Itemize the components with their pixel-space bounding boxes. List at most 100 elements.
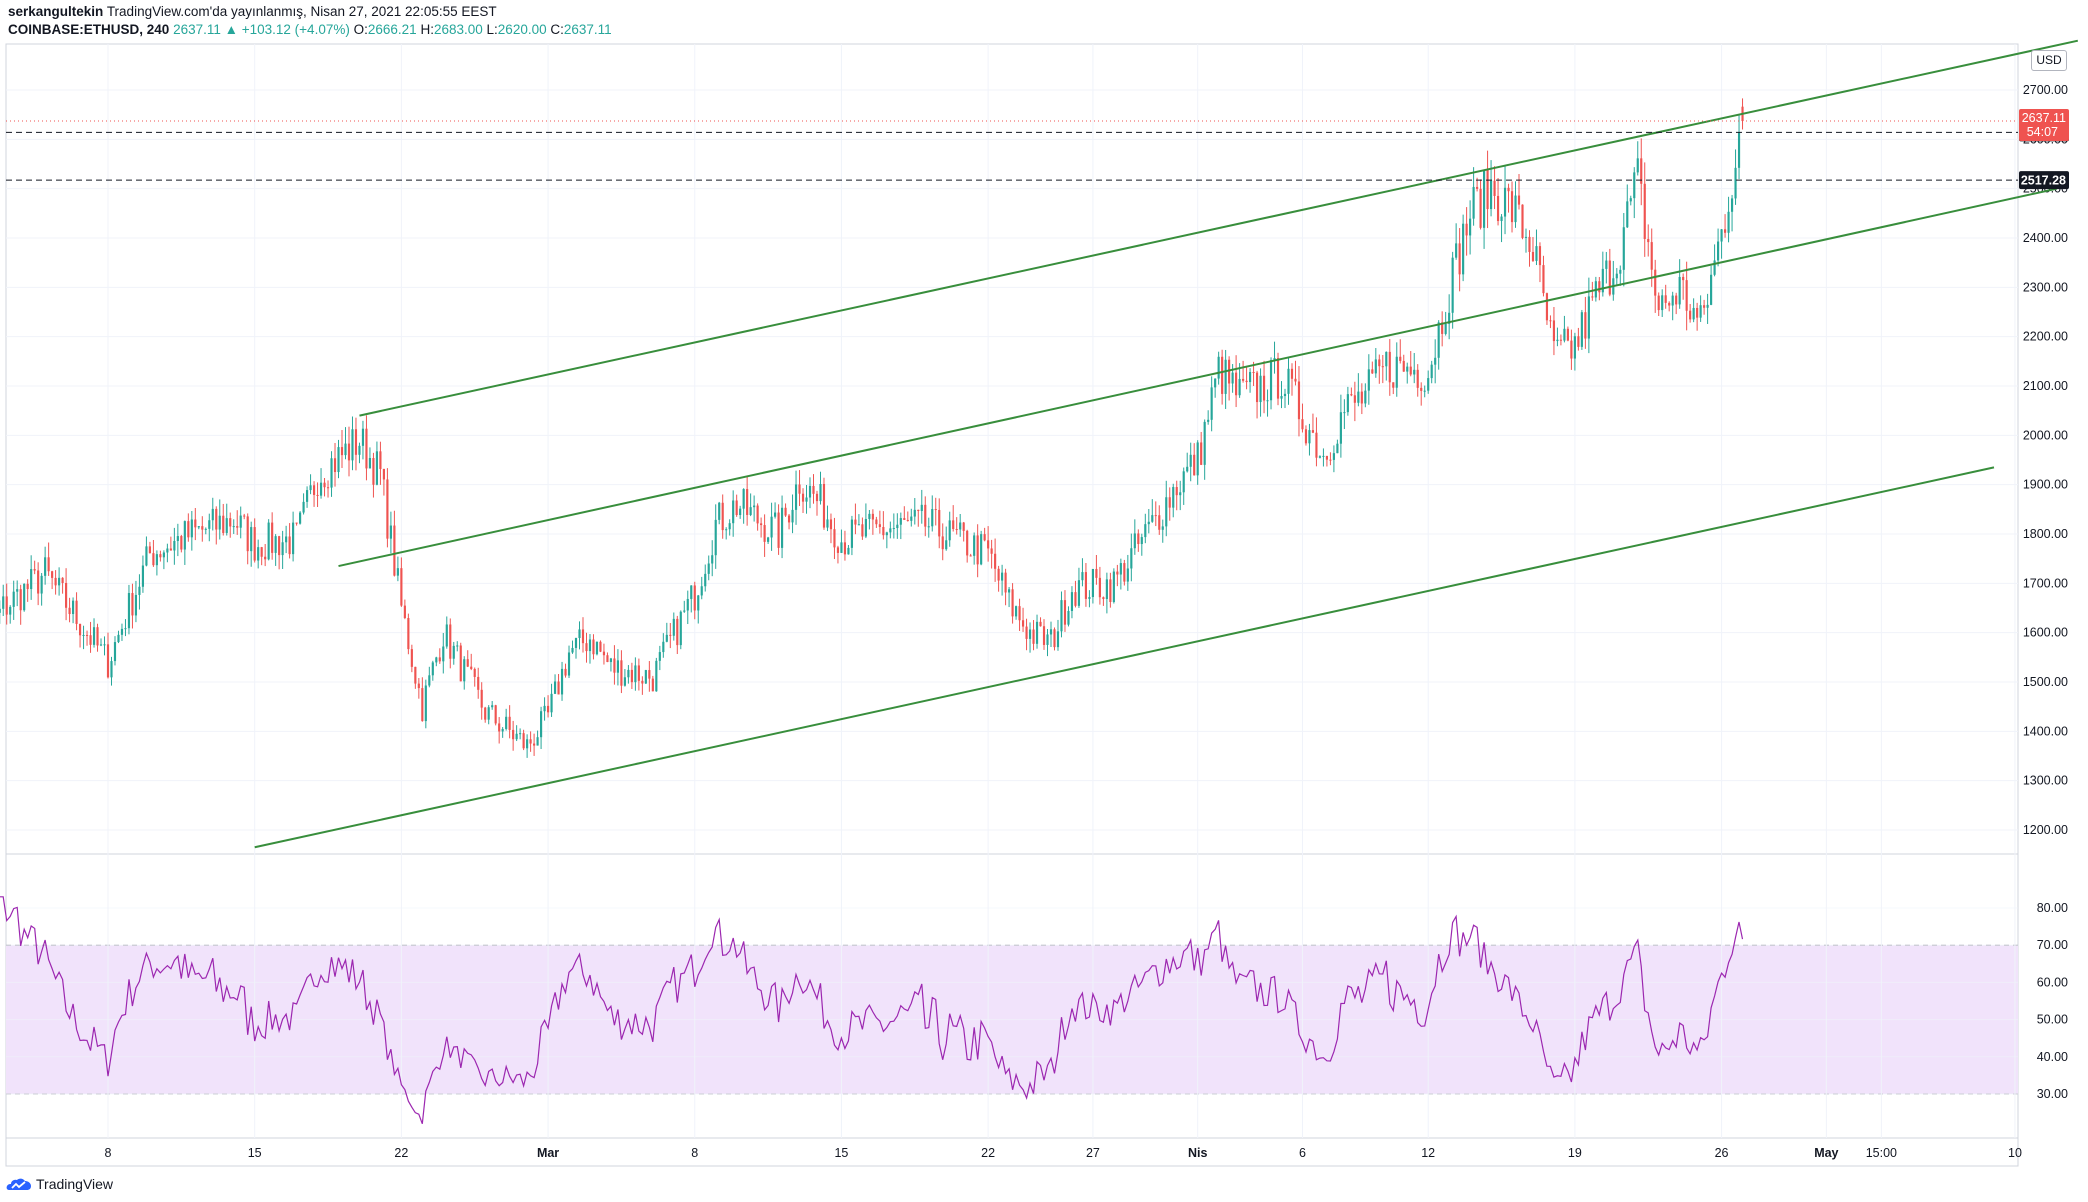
- candle-body: [274, 536, 277, 553]
- candle-body: [382, 468, 385, 480]
- candle-body: [707, 563, 710, 574]
- header-ohlc-line: COINBASE:ETHUSD, 240 2637.11 ▲ +103.12 (…: [8, 22, 612, 37]
- candle-body: [948, 520, 951, 541]
- candle-body: [1301, 419, 1304, 430]
- candle-body: [155, 554, 158, 566]
- footer-brand[interactable]: TradingView: [6, 1176, 113, 1192]
- candle-body: [1360, 391, 1363, 404]
- candle-body: [983, 534, 986, 541]
- candle-body: [1035, 621, 1039, 644]
- candle-body: [347, 443, 351, 461]
- candle-body: [1011, 589, 1014, 617]
- candle-body: [1367, 369, 1370, 391]
- candle-body: [1671, 295, 1674, 306]
- candle-body: [1126, 568, 1129, 582]
- candle-body: [1137, 533, 1140, 545]
- candle-body: [787, 515, 791, 523]
- candle-body: [676, 618, 679, 646]
- candle-body: [292, 522, 295, 555]
- candle-body: [1130, 548, 1133, 569]
- time-tick-label: 19: [1568, 1146, 1582, 1160]
- candle-body: [1290, 368, 1294, 379]
- candle-body: [323, 482, 326, 488]
- candle-body: [113, 642, 117, 662]
- candle-body: [1727, 211, 1730, 233]
- candle-body: [791, 509, 794, 523]
- candle-body: [1228, 359, 1231, 384]
- candle-body: [1717, 241, 1720, 261]
- candle-body: [927, 526, 930, 528]
- candle-body: [1664, 295, 1667, 303]
- candle-body: [85, 634, 89, 636]
- candle-body: [1399, 356, 1402, 361]
- candle-body: [194, 519, 197, 528]
- candle-body: [1196, 442, 1199, 476]
- candle-body: [522, 733, 525, 749]
- candle-body: [1248, 372, 1252, 383]
- candle-body: [592, 639, 595, 655]
- candle-body: [854, 519, 857, 525]
- candle-body: [173, 540, 176, 551]
- candle-body: [1493, 180, 1496, 196]
- tradingview-logo-icon: [6, 1178, 32, 1190]
- candle-body: [889, 528, 892, 533]
- candle-body: [564, 668, 567, 676]
- candle-body: [505, 716, 508, 729]
- trendline: [254, 466, 1995, 849]
- candle-body: [1643, 183, 1646, 239]
- candle-body: [1469, 218, 1472, 236]
- candle-body: [250, 527, 253, 552]
- candle-body: [498, 723, 501, 732]
- candle-body: [533, 743, 536, 746]
- candle-body: [1102, 597, 1105, 600]
- currency-label[interactable]: USD: [2031, 50, 2067, 71]
- candle-body: [232, 526, 235, 528]
- header-publish-line: serkangultekin TradingView.com'da yayınl…: [8, 4, 497, 19]
- candle-body: [714, 519, 717, 556]
- countdown-label: 54:07: [2027, 125, 2058, 139]
- candle-body: [12, 591, 15, 607]
- candle-body: [183, 521, 186, 550]
- candle-body: [1182, 471, 1185, 493]
- candle-body: [658, 652, 661, 661]
- candle-body: [1503, 187, 1507, 217]
- rsi-tick-label: 30.00: [2037, 1087, 2068, 1101]
- candle-body: [1067, 610, 1070, 625]
- candle-body: [822, 484, 826, 528]
- candle-body: [302, 501, 305, 513]
- candle-body: [61, 577, 64, 583]
- candle-body: [1088, 597, 1091, 599]
- candle-body: [1123, 563, 1126, 582]
- candle-body: [1021, 620, 1025, 627]
- candle-body: [578, 629, 581, 639]
- candle-body: [1406, 366, 1409, 372]
- candle-body: [739, 508, 742, 516]
- candle-body: [428, 675, 431, 686]
- candles-group: [0, 98, 1744, 758]
- candle-body: [1500, 216, 1503, 222]
- candle-body: [1427, 378, 1430, 391]
- candle-body: [1570, 340, 1573, 359]
- candle-body: [477, 676, 480, 690]
- candle-body: [1465, 223, 1468, 236]
- candle-body: [1441, 322, 1444, 334]
- candle-body: [1528, 236, 1531, 252]
- candle-body: [1591, 296, 1594, 298]
- candle-body: [1259, 375, 1262, 403]
- candle-body: [1193, 454, 1196, 476]
- candle-body: [539, 711, 543, 738]
- candle-body: [487, 707, 490, 720]
- candle-body: [89, 635, 92, 645]
- candle-body: [1165, 497, 1168, 527]
- candle-body: [1486, 169, 1489, 210]
- candle-body: [312, 485, 316, 495]
- candle-body: [634, 665, 637, 683]
- candle-body: [871, 513, 874, 520]
- candle-body: [648, 670, 651, 679]
- candle-body: [1605, 260, 1608, 269]
- candle-body: [400, 568, 403, 606]
- candle-body: [246, 516, 249, 552]
- candle-body: [1133, 533, 1136, 549]
- open-label: O:: [353, 22, 368, 37]
